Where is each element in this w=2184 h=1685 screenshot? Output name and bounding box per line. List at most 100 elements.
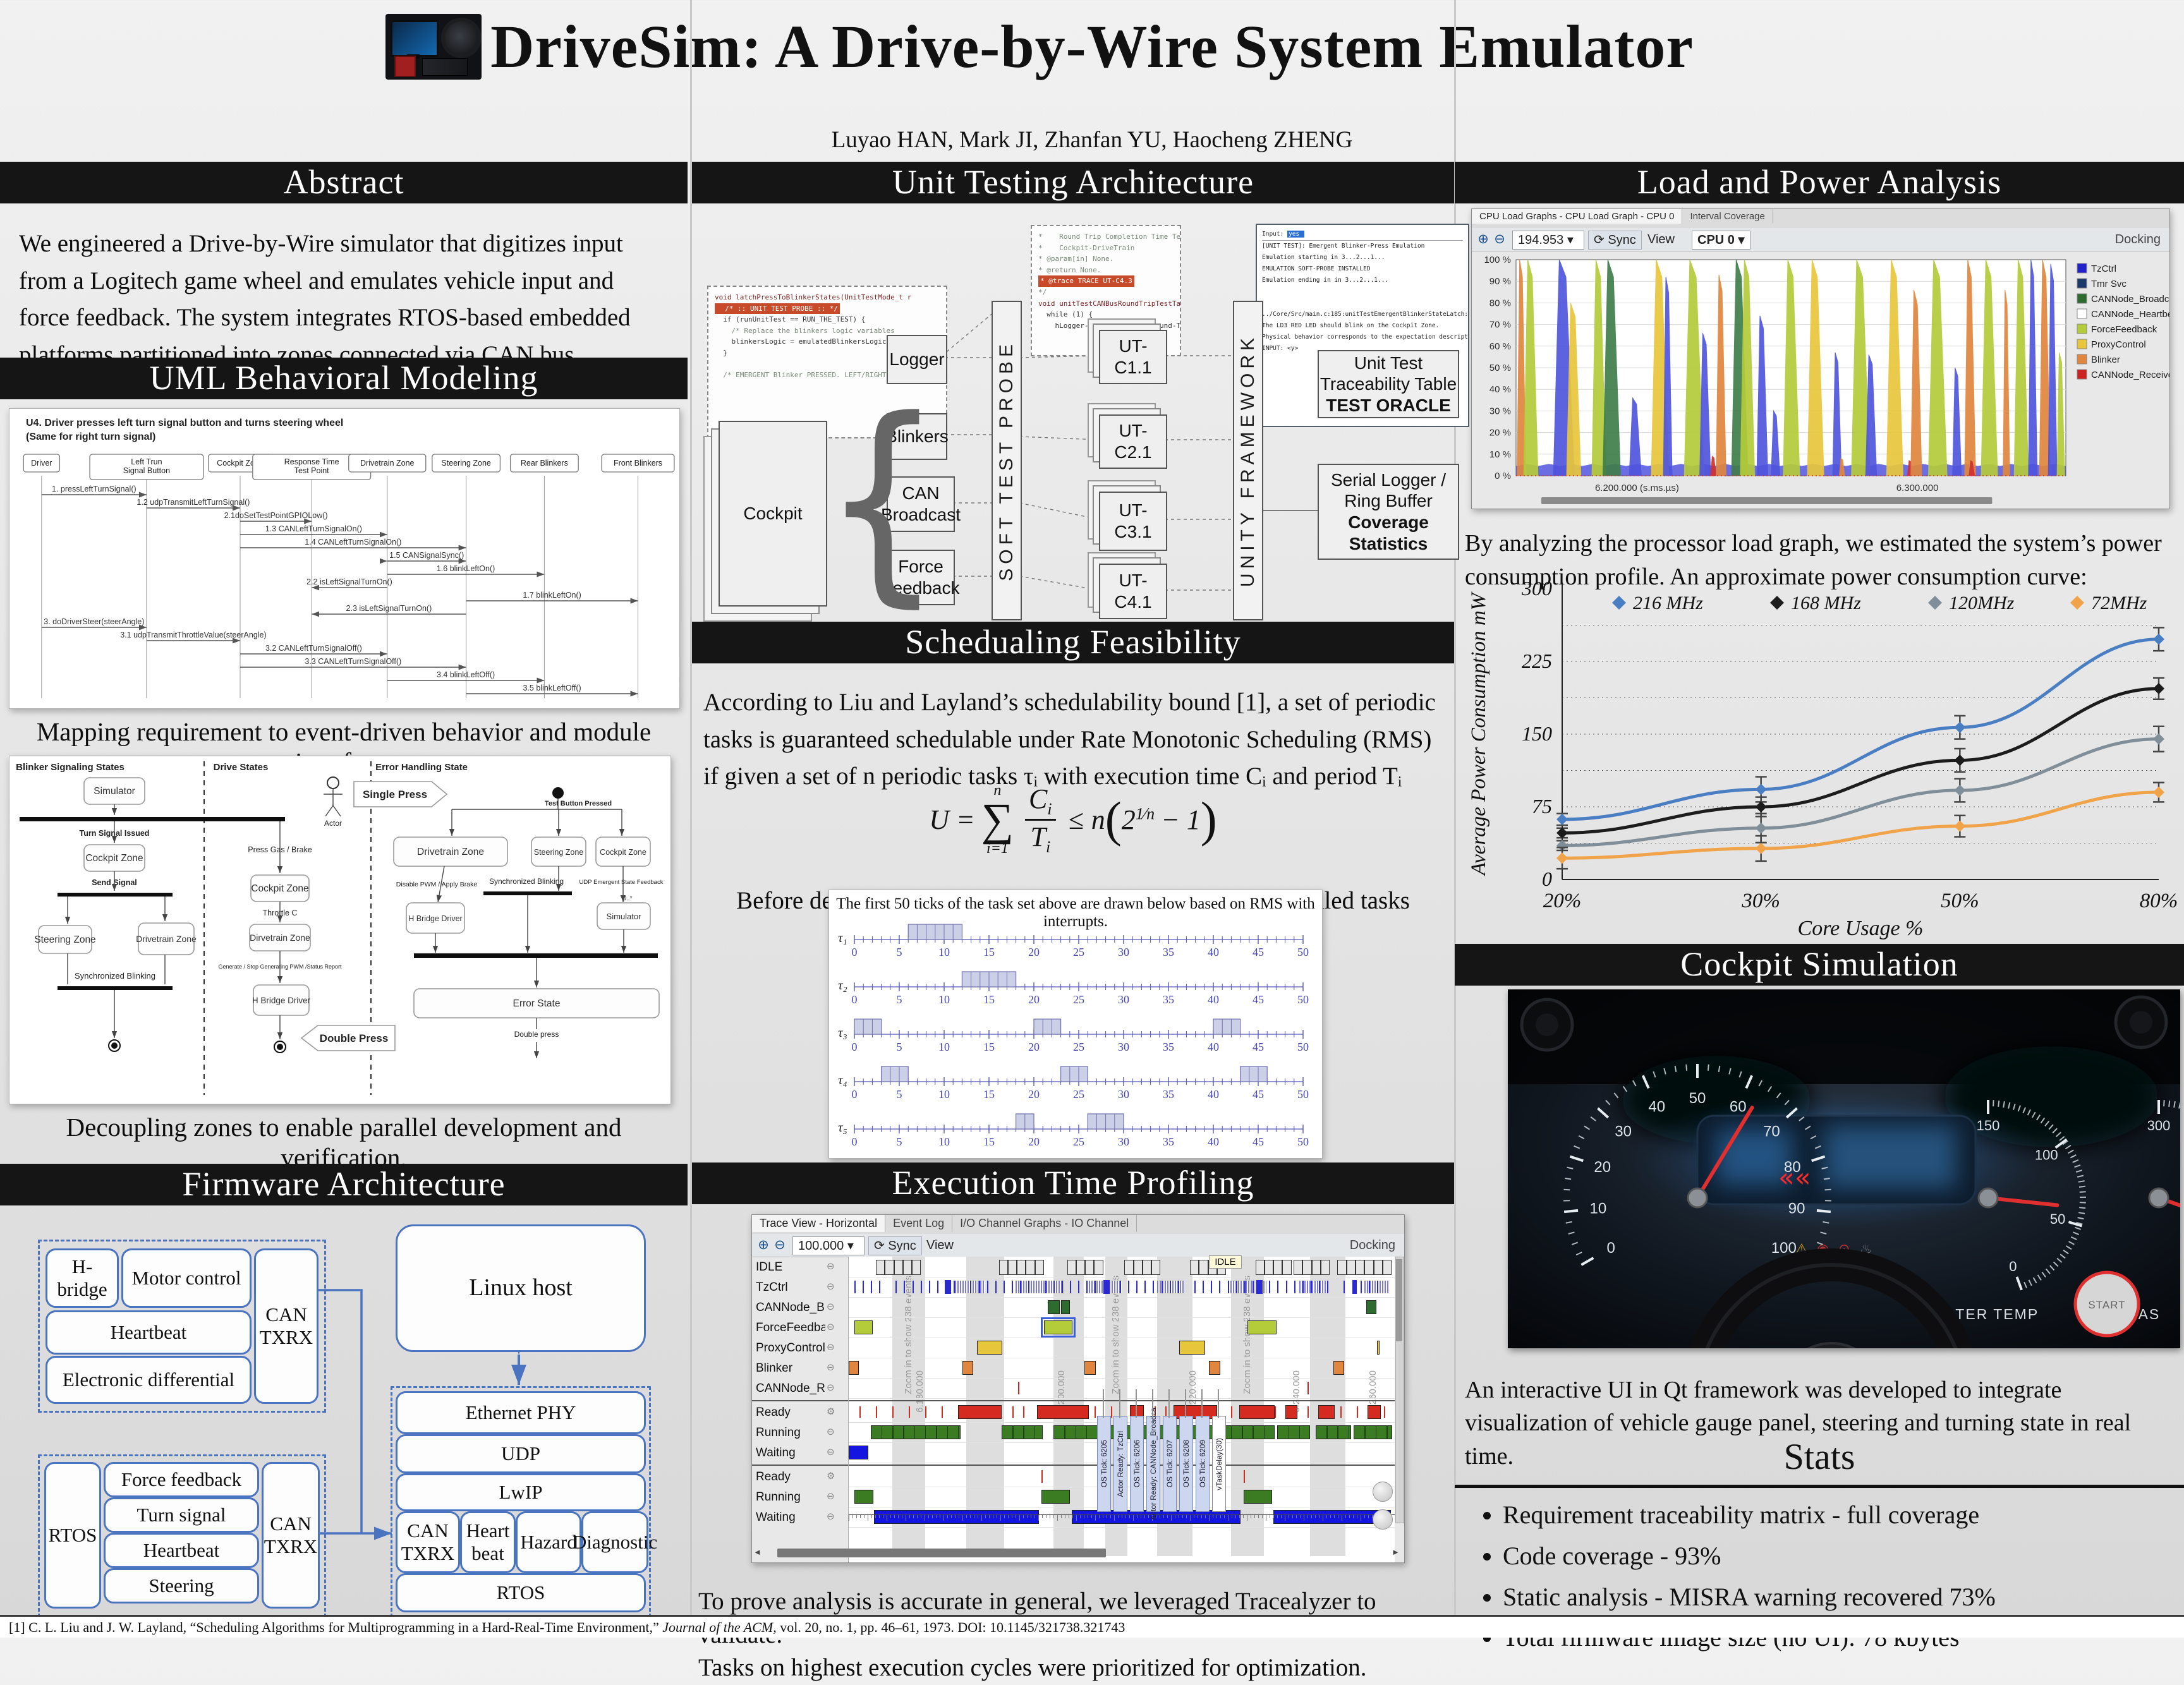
collapse-icon[interactable]: ⊖ xyxy=(827,1321,848,1340)
svg-text:30 %: 30 % xyxy=(1489,406,1511,416)
svg-text:300: 300 xyxy=(2147,1118,2171,1133)
svg-text:5: 5 xyxy=(897,1135,902,1148)
svg-text:50: 50 xyxy=(1297,993,1309,1006)
fw-hazard: Hazard xyxy=(516,1511,581,1573)
trace-row-label: Waiting xyxy=(756,1511,825,1530)
fw-can-txrx-1: CAN TXRX xyxy=(254,1248,318,1404)
cpu-docking[interactable]: Docking xyxy=(2115,231,2161,248)
svg-text:Rear Blinkers: Rear Blinkers xyxy=(521,459,568,468)
collapse-icon[interactable]: ⊖ xyxy=(827,1301,848,1320)
cockpit-heading: Cockpit Simulation xyxy=(1680,945,1958,983)
svg-text:1.2 udpTransmitLeftTurnSignal(: 1.2 udpTransmitLeftTurnSignal() xyxy=(136,498,250,507)
fw-electronic-differential: Electronic differential xyxy=(46,1356,252,1404)
svg-text:30: 30 xyxy=(1118,1135,1129,1148)
scheduling-para1: According to Liu and Layland’s schedulab… xyxy=(703,684,1444,795)
svg-text:30%: 30% xyxy=(1741,890,1780,912)
collapse-icon[interactable]: ⊖ xyxy=(827,1446,848,1465)
svg-text:40 %: 40 % xyxy=(1489,384,1511,395)
svg-text:UDP Emergent State Feedback: UDP Emergent State Feedback xyxy=(579,879,664,886)
svg-text:20: 20 xyxy=(1028,1041,1040,1053)
trace-docking[interactable]: Docking xyxy=(1350,1236,1395,1254)
collapse-icon[interactable]: ⊖ xyxy=(827,1426,848,1445)
trace-h-scrollbar[interactable] xyxy=(777,1549,1106,1557)
gear-icon[interactable]: ⚙ xyxy=(827,1470,848,1489)
trace-row xyxy=(849,1359,1395,1379)
zoom-in-icon[interactable]: ⊕ xyxy=(756,1236,771,1254)
svg-text:Error State: Error State xyxy=(513,998,561,1009)
collapse-icon[interactable]: ⊖ xyxy=(827,1382,848,1401)
ut-card-ut-c4.1: UT-C4.1 xyxy=(1099,564,1167,619)
collapse-icon[interactable]: ⊖ xyxy=(827,1341,848,1360)
trace-zoom-value[interactable]: 100.000 ▾ xyxy=(792,1236,864,1255)
svg-text:90: 90 xyxy=(1788,1200,1805,1217)
collapse-icon[interactable]: ⊖ xyxy=(827,1260,848,1279)
svg-text:1.4 CANLeftTurnSignalOn(): 1.4 CANLeftTurnSignalOn() xyxy=(305,538,401,547)
formula-sigma: n ∑ i=1 xyxy=(981,782,1014,857)
svg-text:0: 0 xyxy=(852,946,858,958)
cpu-core-select[interactable]: CPU 0 ▾ xyxy=(1692,231,1750,250)
svg-text:40: 40 xyxy=(1208,1088,1219,1101)
svg-text:150: 150 xyxy=(1522,722,1552,745)
zoom-in-icon[interactable]: ⊕ xyxy=(1476,231,1491,248)
scheduling-header: Schedualing Feasibility xyxy=(692,622,1454,663)
svg-text:Synchronized Blinking: Synchronized Blinking xyxy=(75,971,155,981)
svg-text:45: 45 xyxy=(1253,1041,1264,1053)
formula-lhs: U = xyxy=(929,804,974,836)
fw-udp: UDP xyxy=(396,1434,646,1473)
svg-text:τ₃: τ₃ xyxy=(838,1025,847,1040)
gear-icon[interactable]: ⚙ xyxy=(827,1406,848,1425)
trace-view-button[interactable]: View xyxy=(926,1236,954,1254)
fw-motor-control: Motor control xyxy=(121,1248,252,1308)
svg-text:30: 30 xyxy=(1118,1088,1129,1101)
trace-toolbar: ⊕ ⊖ 100.000 ▾ ⟳ Sync View Docking xyxy=(752,1234,1404,1257)
zoom-bubble-button[interactable] xyxy=(1373,1482,1393,1502)
svg-text:τ₅: τ₅ xyxy=(838,1120,847,1135)
trace-sync-button[interactable]: ⟳ Sync xyxy=(868,1236,922,1255)
cpu-tab-interval-coverage[interactable]: Interval Coverage xyxy=(1682,209,1773,224)
svg-text:5: 5 xyxy=(897,1088,902,1101)
zoom-out-icon[interactable]: ⊖ xyxy=(772,1236,787,1254)
profiling-header: Execution Time Profiling xyxy=(692,1163,1454,1204)
sequence-subtitle: (Same for right turn signal) xyxy=(26,432,155,443)
svg-text:Steering Zone: Steering Zone xyxy=(534,848,584,857)
svg-text:25: 25 xyxy=(1073,946,1084,958)
brace-glyph: { xyxy=(822,380,866,620)
collapse-icon[interactable]: ⊖ xyxy=(827,1511,848,1530)
svg-text:80 %: 80 % xyxy=(1489,298,1511,308)
fw-can-txrx-3: CAN TXRX xyxy=(396,1511,460,1573)
cpu-sync-button[interactable]: ⟳ Sync xyxy=(1588,231,1642,250)
start-button[interactable]: START xyxy=(2075,1272,2138,1336)
rms-chart-panel: The first 50 ticks of the task set above… xyxy=(828,890,1323,1159)
uml-header: UML Behavioral Modeling xyxy=(0,358,688,399)
cpu-view-button[interactable]: View xyxy=(1647,231,1675,248)
svg-text:Disable PWM / Apply Brake: Disable PWM / Apply Brake xyxy=(396,881,478,888)
uml-heading: UML Behavioral Modeling xyxy=(150,359,538,397)
svg-text:120MHz: 120MHz xyxy=(1949,593,2015,613)
svg-text:20%: 20% xyxy=(1543,890,1582,912)
svg-text:START: START xyxy=(2088,1299,2125,1311)
svg-text:Drivetrain Zone: Drivetrain Zone xyxy=(136,934,197,944)
cpu-h-scrollbar[interactable] xyxy=(1541,497,1992,504)
svg-text:1.3 CANLeftTurnSignalOn(): 1.3 CANLeftTurnSignalOn() xyxy=(265,524,362,533)
cpu-zoom-value[interactable]: 194.953 ▾ xyxy=(1512,231,1584,250)
collapse-icon[interactable]: ⊖ xyxy=(827,1490,848,1509)
collapse-icon[interactable]: ⊖ xyxy=(827,1281,848,1300)
zoom-out-icon[interactable]: ⊖ xyxy=(1492,231,1507,248)
cpu-tab-load-graph[interactable]: CPU Load Graphs - CPU Load Graph - CPU 0 xyxy=(1472,209,1682,224)
zoom-bubble-button[interactable] xyxy=(1373,1509,1393,1530)
trace-tab-trace-view[interactable]: Trace View - Horizontal xyxy=(752,1215,885,1232)
svg-text:Single Press: Single Press xyxy=(363,788,427,800)
collapse-icon[interactable]: ⊖ xyxy=(827,1362,848,1380)
scheduling-heading: Schedualing Feasibility xyxy=(905,623,1241,661)
trace-tab-io-channel[interactable]: I/O Channel Graphs - IO Channel xyxy=(952,1215,1137,1232)
svg-text:3.4 blinkLeftOff(): 3.4 blinkLeftOff() xyxy=(437,670,495,679)
trace-tab-event-log[interactable]: Event Log xyxy=(885,1215,952,1232)
svg-text:0 %: 0 % xyxy=(1495,471,1511,481)
